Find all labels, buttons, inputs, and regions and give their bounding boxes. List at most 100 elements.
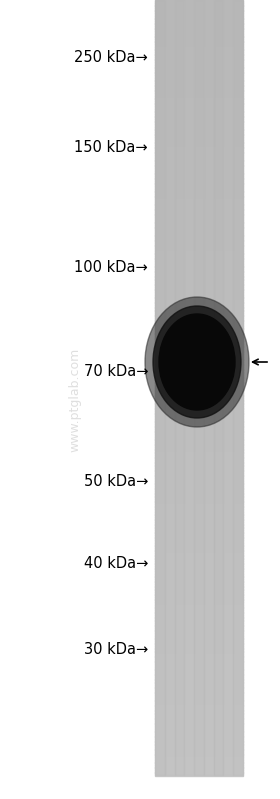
Bar bbox=[155, 157, 243, 161]
Bar bbox=[155, 328, 243, 331]
Bar bbox=[155, 356, 243, 360]
Bar bbox=[155, 400, 243, 403]
Bar bbox=[155, 331, 243, 334]
Bar bbox=[155, 426, 243, 429]
Bar bbox=[155, 2, 243, 6]
Bar bbox=[155, 367, 243, 370]
Bar bbox=[155, 721, 243, 724]
Bar bbox=[155, 419, 243, 422]
Bar bbox=[155, 193, 243, 197]
Bar bbox=[155, 532, 243, 535]
Bar bbox=[155, 150, 243, 153]
Bar bbox=[155, 561, 243, 563]
Bar bbox=[155, 82, 243, 85]
Bar bbox=[155, 354, 243, 357]
Bar bbox=[155, 103, 243, 106]
Bar bbox=[155, 620, 243, 623]
Bar bbox=[155, 765, 243, 768]
Bar bbox=[155, 729, 243, 732]
Bar bbox=[155, 586, 243, 590]
Bar bbox=[155, 197, 243, 200]
Bar bbox=[155, 287, 243, 290]
Bar bbox=[155, 547, 243, 551]
Bar bbox=[155, 352, 243, 355]
Bar bbox=[155, 233, 243, 236]
Bar bbox=[155, 13, 243, 16]
Bar bbox=[155, 5, 243, 8]
Bar bbox=[155, 625, 243, 628]
Bar bbox=[155, 281, 243, 284]
Bar bbox=[155, 413, 243, 416]
Bar bbox=[155, 739, 243, 742]
Bar bbox=[155, 228, 243, 230]
Bar bbox=[155, 284, 243, 288]
Bar bbox=[155, 88, 243, 91]
Bar bbox=[155, 638, 243, 641]
Bar bbox=[155, 248, 243, 251]
Bar bbox=[155, 261, 243, 264]
Bar bbox=[155, 15, 243, 18]
Bar bbox=[155, 369, 243, 372]
Bar bbox=[155, 49, 243, 52]
Bar bbox=[155, 364, 243, 368]
Bar bbox=[155, 773, 243, 776]
Bar bbox=[155, 191, 243, 194]
Bar bbox=[155, 411, 243, 414]
Bar bbox=[155, 217, 243, 220]
Bar bbox=[155, 467, 243, 471]
Bar bbox=[155, 170, 243, 173]
Bar bbox=[155, 457, 243, 460]
Bar bbox=[155, 380, 243, 383]
Bar bbox=[155, 101, 243, 104]
Bar bbox=[155, 142, 243, 145]
Bar bbox=[155, 654, 243, 657]
Bar bbox=[155, 581, 243, 584]
Bar bbox=[155, 692, 243, 695]
Text: 100 kDa→: 100 kDa→ bbox=[74, 260, 148, 276]
Bar bbox=[155, 769, 243, 773]
Bar bbox=[155, 237, 243, 240]
Bar bbox=[155, 256, 243, 259]
Bar bbox=[155, 253, 243, 256]
Text: 250 kDa→: 250 kDa→ bbox=[74, 50, 148, 66]
Bar bbox=[155, 574, 243, 577]
Bar bbox=[155, 615, 243, 618]
Bar bbox=[155, 628, 243, 631]
Bar bbox=[155, 553, 243, 556]
Bar bbox=[155, 622, 243, 626]
Bar bbox=[155, 478, 243, 481]
Bar bbox=[155, 749, 243, 752]
Bar bbox=[155, 26, 243, 29]
Bar bbox=[155, 186, 243, 189]
Bar bbox=[155, 706, 243, 709]
Bar bbox=[155, 62, 243, 65]
Bar bbox=[155, 434, 243, 437]
Bar bbox=[155, 396, 243, 399]
Bar bbox=[155, 73, 243, 75]
Bar bbox=[155, 344, 243, 347]
Bar bbox=[155, 408, 243, 411]
Text: www.ptglab.com: www.ptglab.com bbox=[69, 348, 81, 452]
Bar bbox=[204, 0, 214, 775]
Bar bbox=[155, 491, 243, 494]
Bar bbox=[155, 610, 243, 613]
Bar bbox=[155, 36, 243, 39]
Bar bbox=[155, 390, 243, 393]
Bar bbox=[155, 31, 243, 34]
Bar bbox=[155, 38, 243, 42]
Bar bbox=[155, 388, 243, 391]
Bar bbox=[155, 124, 243, 127]
Bar bbox=[155, 181, 243, 184]
Bar bbox=[155, 204, 243, 207]
Bar bbox=[155, 341, 243, 344]
Bar bbox=[155, 333, 243, 336]
Bar bbox=[155, 111, 243, 114]
Bar bbox=[155, 594, 243, 597]
Bar bbox=[155, 754, 243, 757]
Bar bbox=[155, 245, 243, 248]
Bar bbox=[155, 421, 243, 424]
Bar bbox=[184, 0, 194, 775]
Bar bbox=[155, 189, 243, 192]
Bar bbox=[155, 540, 243, 543]
Bar bbox=[155, 308, 243, 311]
